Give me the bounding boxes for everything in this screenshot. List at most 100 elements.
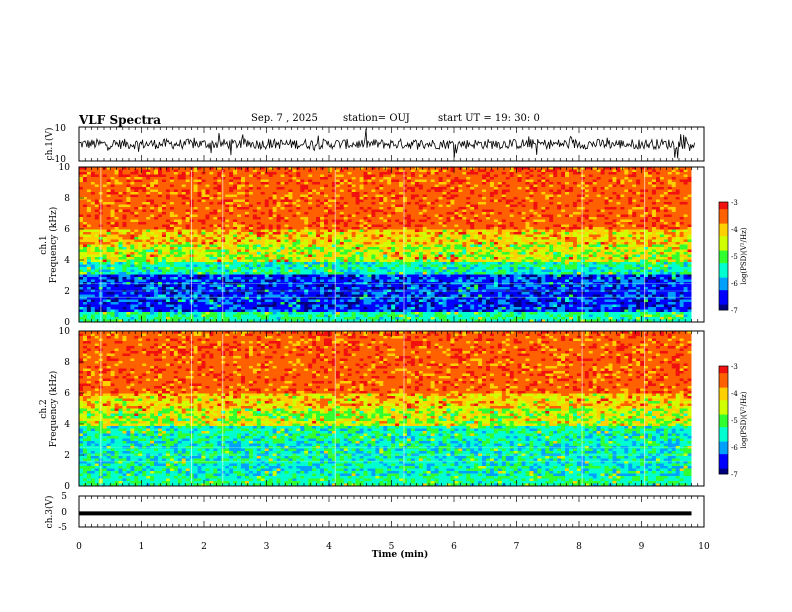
spectrogram-cell (261, 180, 265, 183)
spectrogram-cell (585, 217, 589, 220)
spectrogram-cell (154, 215, 158, 218)
spectrogram-cell (312, 207, 316, 210)
spectrogram-cell (138, 232, 142, 235)
spectrogram-cell (660, 225, 664, 228)
spectrogram-cell (585, 207, 589, 210)
spectrogram-cell (324, 222, 328, 225)
vlf-figure: 10 -10 ch.1(V) 0246810 ch.1 Frequency (k… (0, 0, 792, 612)
spectrogram-cell (648, 177, 652, 180)
spectrogram-cell (605, 240, 609, 243)
spectrogram-cell (474, 180, 478, 183)
spectrogram-cell (656, 177, 660, 180)
spectrogram-cell (450, 177, 454, 180)
spectrogram-cell (111, 175, 115, 178)
spectrogram-cell (601, 172, 605, 175)
spectrogram-cell (652, 215, 656, 218)
spectrogram-cell (411, 237, 415, 240)
spectrogram-cell (269, 205, 273, 208)
spectrogram-cell (454, 200, 458, 203)
spectrogram-cell (134, 177, 138, 180)
spectrogram-cell (371, 227, 375, 230)
spectrogram-cell (601, 240, 605, 243)
spectrogram-cell (375, 177, 379, 180)
spectrogram-cell (664, 210, 668, 213)
spectrogram-cell (561, 187, 565, 190)
spectrogram-cell (134, 207, 138, 210)
ch1-ylabel: ch.1(V) (44, 128, 55, 161)
spectrogram-cell (431, 202, 435, 205)
spectrogram-cell (589, 217, 593, 220)
spectrogram-cell (399, 200, 403, 203)
spectrogram-cell (245, 240, 249, 243)
spectrogram-cell (119, 230, 123, 233)
spectrogram-cell (506, 197, 510, 200)
spectrogram-cell (431, 182, 435, 185)
spectrogram-cell (656, 182, 660, 185)
spectrogram-cell (142, 172, 146, 175)
spectrogram-cell (458, 227, 462, 230)
spectrogram-cell (478, 175, 482, 178)
spectrogram-cell (684, 232, 688, 235)
spectrogram-cell (533, 177, 537, 180)
spectrogram-cell (427, 210, 431, 213)
spectrogram-cell (312, 232, 316, 235)
spectrogram-cell (348, 177, 352, 180)
spectrogram-cell (308, 235, 312, 238)
spectrogram-cell (225, 220, 229, 223)
spectrogram-cell (577, 197, 581, 200)
spectrogram-cell (411, 185, 415, 188)
spectrogram-cell (466, 210, 470, 213)
spectrogram-cell (407, 215, 411, 218)
spectrogram-cell (83, 180, 87, 183)
spectrogram-cell (541, 225, 545, 228)
spectrogram-cell (296, 175, 300, 178)
spectrogram-cell (233, 185, 237, 188)
spectrogram-cell (470, 202, 474, 205)
spectrogram-cell (126, 215, 130, 218)
spectrogram-cell (652, 185, 656, 188)
spectrogram-cell (593, 205, 597, 208)
spectrogram-cell (107, 240, 111, 243)
spectrogram-cell (518, 187, 522, 190)
spectrogram-cell (336, 177, 340, 180)
spectrogram-cell (304, 222, 308, 225)
spectrogram-cell (308, 192, 312, 195)
spectrogram-cell (490, 185, 494, 188)
spectrogram-cell (103, 235, 107, 238)
spectrogram-cell (395, 187, 399, 190)
spectrogram-cell (439, 227, 443, 230)
spectrogram-cell (316, 202, 320, 205)
spectrogram-cell (253, 212, 257, 215)
spectrogram-cell (533, 225, 537, 228)
spectrogram-cell (304, 192, 308, 195)
spectrogram-cell (668, 210, 672, 213)
spectrogram-cell (447, 185, 451, 188)
spectrogram-cell (652, 207, 656, 210)
spectrogram-cell (526, 202, 530, 205)
spectrogram-cell (265, 182, 269, 185)
spectrogram-cell (490, 202, 494, 205)
spectrogram-cell (213, 177, 217, 180)
spectrogram-cell (162, 192, 166, 195)
spectrogram-cell (640, 200, 644, 203)
spectrogram-cell (514, 230, 518, 233)
spectrogram-cell (423, 185, 427, 188)
spectrogram-cell (229, 225, 233, 228)
spectrogram-cell (628, 195, 632, 198)
spectrogram-cell (138, 170, 142, 173)
spectrogram-cell (423, 197, 427, 200)
spectrogram-cell (79, 200, 83, 203)
spectrogram-cell (288, 205, 292, 208)
spectrogram-cell (395, 235, 399, 238)
spectrogram-cell (557, 185, 561, 188)
spectrogram-cell (423, 170, 427, 173)
spectrogram-cell (352, 180, 356, 183)
spectrogram-cell (383, 197, 387, 200)
spectrogram-cell (217, 187, 221, 190)
spectrogram-cell (439, 232, 443, 235)
spectrogram-cell (391, 205, 395, 208)
spectrogram-cell (443, 207, 447, 210)
spectrogram-cell (233, 225, 237, 228)
spectrogram-cell (620, 185, 624, 188)
spectrogram-cell (605, 185, 609, 188)
